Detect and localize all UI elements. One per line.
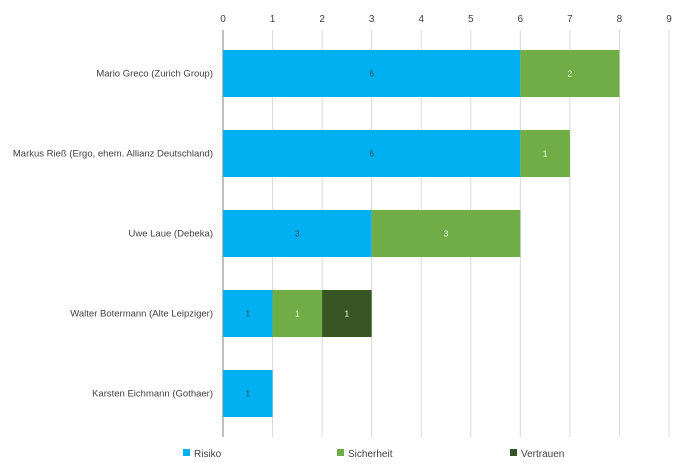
legend-label: Sicherheit	[348, 449, 393, 460]
x-tick-label: 9	[666, 14, 672, 25]
data-label: 3	[295, 230, 300, 239]
x-tick-label: 4	[418, 14, 424, 25]
x-tick-label: 3	[369, 14, 375, 25]
bars: 6 2 6 1 3 3 1 1 1 1	[223, 50, 620, 417]
bar-risiko	[223, 210, 372, 257]
bar-sicherheit	[371, 210, 521, 257]
category-labels: Mario Greco (Zurich Group) Markus Rieß (E…	[13, 69, 213, 400]
category-label: Karsten Eichmann (Gothaer)	[92, 389, 213, 400]
data-label: 6	[369, 70, 374, 79]
x-axis-ticks: 0 1 2 3 4 5 6 7 8 9	[220, 14, 672, 25]
data-label: 1	[246, 310, 251, 319]
x-tick-label: 2	[319, 14, 325, 25]
bar-vertrauen	[322, 290, 372, 337]
data-label: 1	[543, 150, 548, 159]
bar-sicherheit	[520, 130, 570, 177]
x-tick-label: 0	[220, 14, 226, 25]
bar-risiko	[223, 370, 273, 417]
bar-risiko	[223, 50, 521, 97]
legend-swatch-vertrauen	[510, 449, 517, 456]
category-label: Mario Greco (Zurich Group)	[96, 69, 213, 80]
x-tick-label: 5	[468, 14, 474, 25]
data-label: 3	[444, 230, 449, 239]
legend-label: Risiko	[194, 449, 222, 460]
data-label: 1	[345, 310, 350, 319]
bar-sicherheit	[520, 50, 620, 97]
x-tick-label: 1	[270, 14, 276, 25]
legend-label: Vertrauen	[521, 449, 564, 460]
x-tick-label: 8	[617, 14, 623, 25]
x-tick-label: 6	[518, 14, 524, 25]
category-label: Markus Rieß (Ergo, ehem. Allianz Deutsch…	[13, 149, 213, 160]
bar-risiko	[223, 130, 521, 177]
data-label: 2	[568, 70, 573, 79]
legend-swatch-sicherheit	[337, 449, 344, 456]
category-label: Walter Botermann (Alte Leipziger)	[70, 309, 213, 320]
data-label: 1	[246, 390, 251, 399]
legend: Risiko Sicherheit Vertrauen	[183, 449, 564, 460]
bar-risiko	[223, 290, 273, 337]
bar-sicherheit	[272, 290, 323, 337]
data-label: 1	[295, 310, 300, 319]
legend-swatch-risiko	[183, 449, 190, 456]
data-label: 6	[369, 150, 374, 159]
x-tick-label: 7	[567, 14, 573, 25]
category-label: Uwe Laue (Debeka)	[129, 229, 214, 240]
